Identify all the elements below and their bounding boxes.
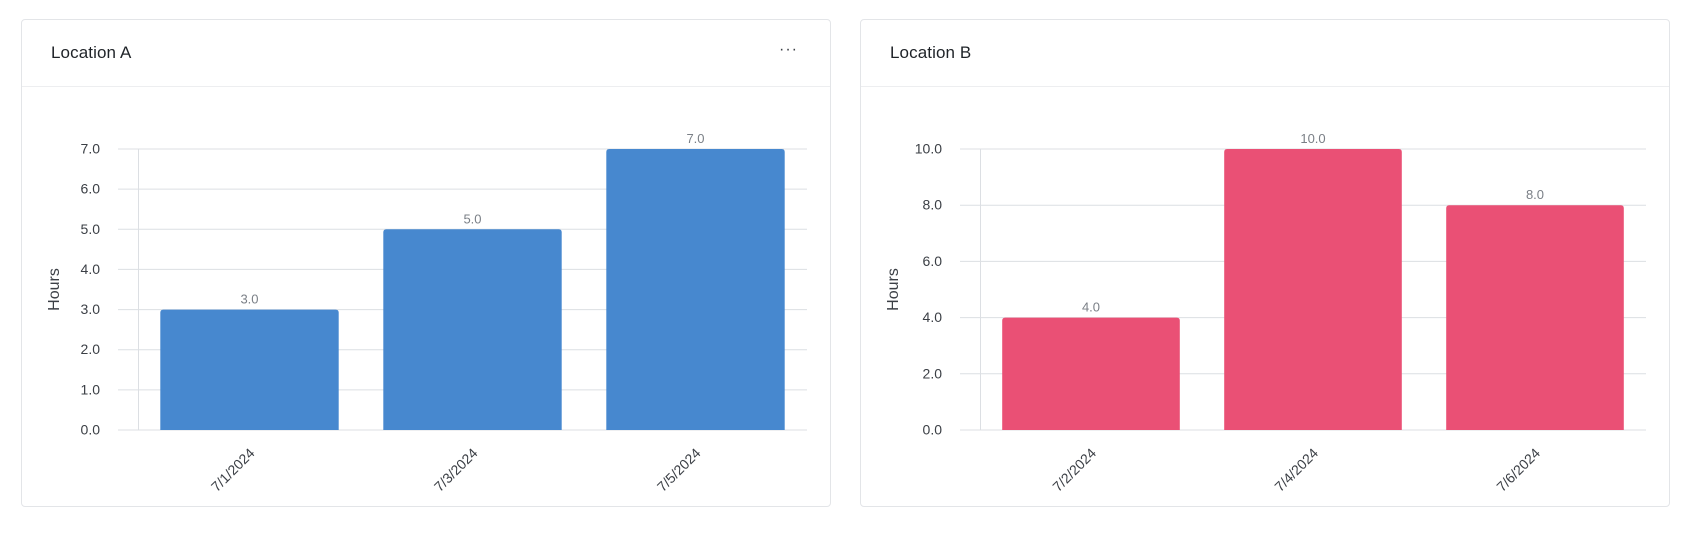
bar <box>1446 205 1624 430</box>
bar <box>1224 149 1402 430</box>
y-tick-label: 10.0 <box>915 141 942 157</box>
bar <box>606 149 785 430</box>
x-tick-label: 7/2/2024 <box>1049 445 1099 495</box>
y-tick-label: 4.0 <box>81 261 101 277</box>
bar-value-label: 8.0 <box>1526 187 1544 202</box>
bar <box>160 309 339 430</box>
card-header: Location B <box>861 20 1669 87</box>
x-tick-label: 7/5/2024 <box>654 445 704 495</box>
x-tick-label: 7/6/2024 <box>1493 445 1543 495</box>
location-a-card: Location A ··· 0.0 1.0 2.0 3.0 4.0 5.0 6.0 7.0 H… <box>21 19 831 507</box>
location-a-bar-chart: 0.0 1.0 2.0 3.0 4.0 5.0 6.0 7.0 Hours 3.0 7/1/2024… <box>46 131 807 495</box>
y-tick-label: 2.0 <box>81 341 101 357</box>
y-tick-label: 7.0 <box>81 141 101 157</box>
bar <box>383 229 562 430</box>
card-title: Location B <box>890 43 972 62</box>
y-tick-label: 0.0 <box>923 422 943 438</box>
bar-value-label: 3.0 <box>240 292 258 307</box>
bar-value-label: 10.0 <box>1300 131 1325 146</box>
bar <box>1002 317 1180 430</box>
y-axis-title: Hours <box>46 268 63 311</box>
x-tick-label: 7/4/2024 <box>1271 445 1321 495</box>
location-b-bar-chart: 0.0 2.0 4.0 6.0 8.0 10.0 Hours 4.0 7/2/2024 10.0 7… <box>885 131 1646 495</box>
more-options-icon[interactable]: ··· <box>779 41 798 58</box>
bar-value-label: 5.0 <box>463 211 481 226</box>
y-axis-title: Hours <box>885 268 902 311</box>
y-tick-label: 6.0 <box>923 253 943 269</box>
y-tick-label: 4.0 <box>923 309 943 325</box>
y-tick-label: 5.0 <box>81 221 101 237</box>
x-tick-label: 7/1/2024 <box>208 445 258 495</box>
y-tick-label: 6.0 <box>81 181 101 197</box>
bar-value-label: 7.0 <box>686 131 704 146</box>
location-b-card: Location B 0.0 2.0 4.0 6.0 8.0 10.0 Hours 4.0 7/… <box>860 19 1670 507</box>
bar-value-label: 4.0 <box>1082 300 1100 315</box>
card-header: Location A ··· <box>22 20 830 87</box>
y-tick-label: 0.0 <box>81 422 101 438</box>
x-tick-label: 7/3/2024 <box>431 445 481 495</box>
y-tick-label: 3.0 <box>81 301 101 317</box>
y-tick-label: 1.0 <box>81 381 101 397</box>
card-title: Location A <box>51 43 132 62</box>
y-tick-label: 2.0 <box>923 365 943 381</box>
y-tick-label: 8.0 <box>923 197 943 213</box>
